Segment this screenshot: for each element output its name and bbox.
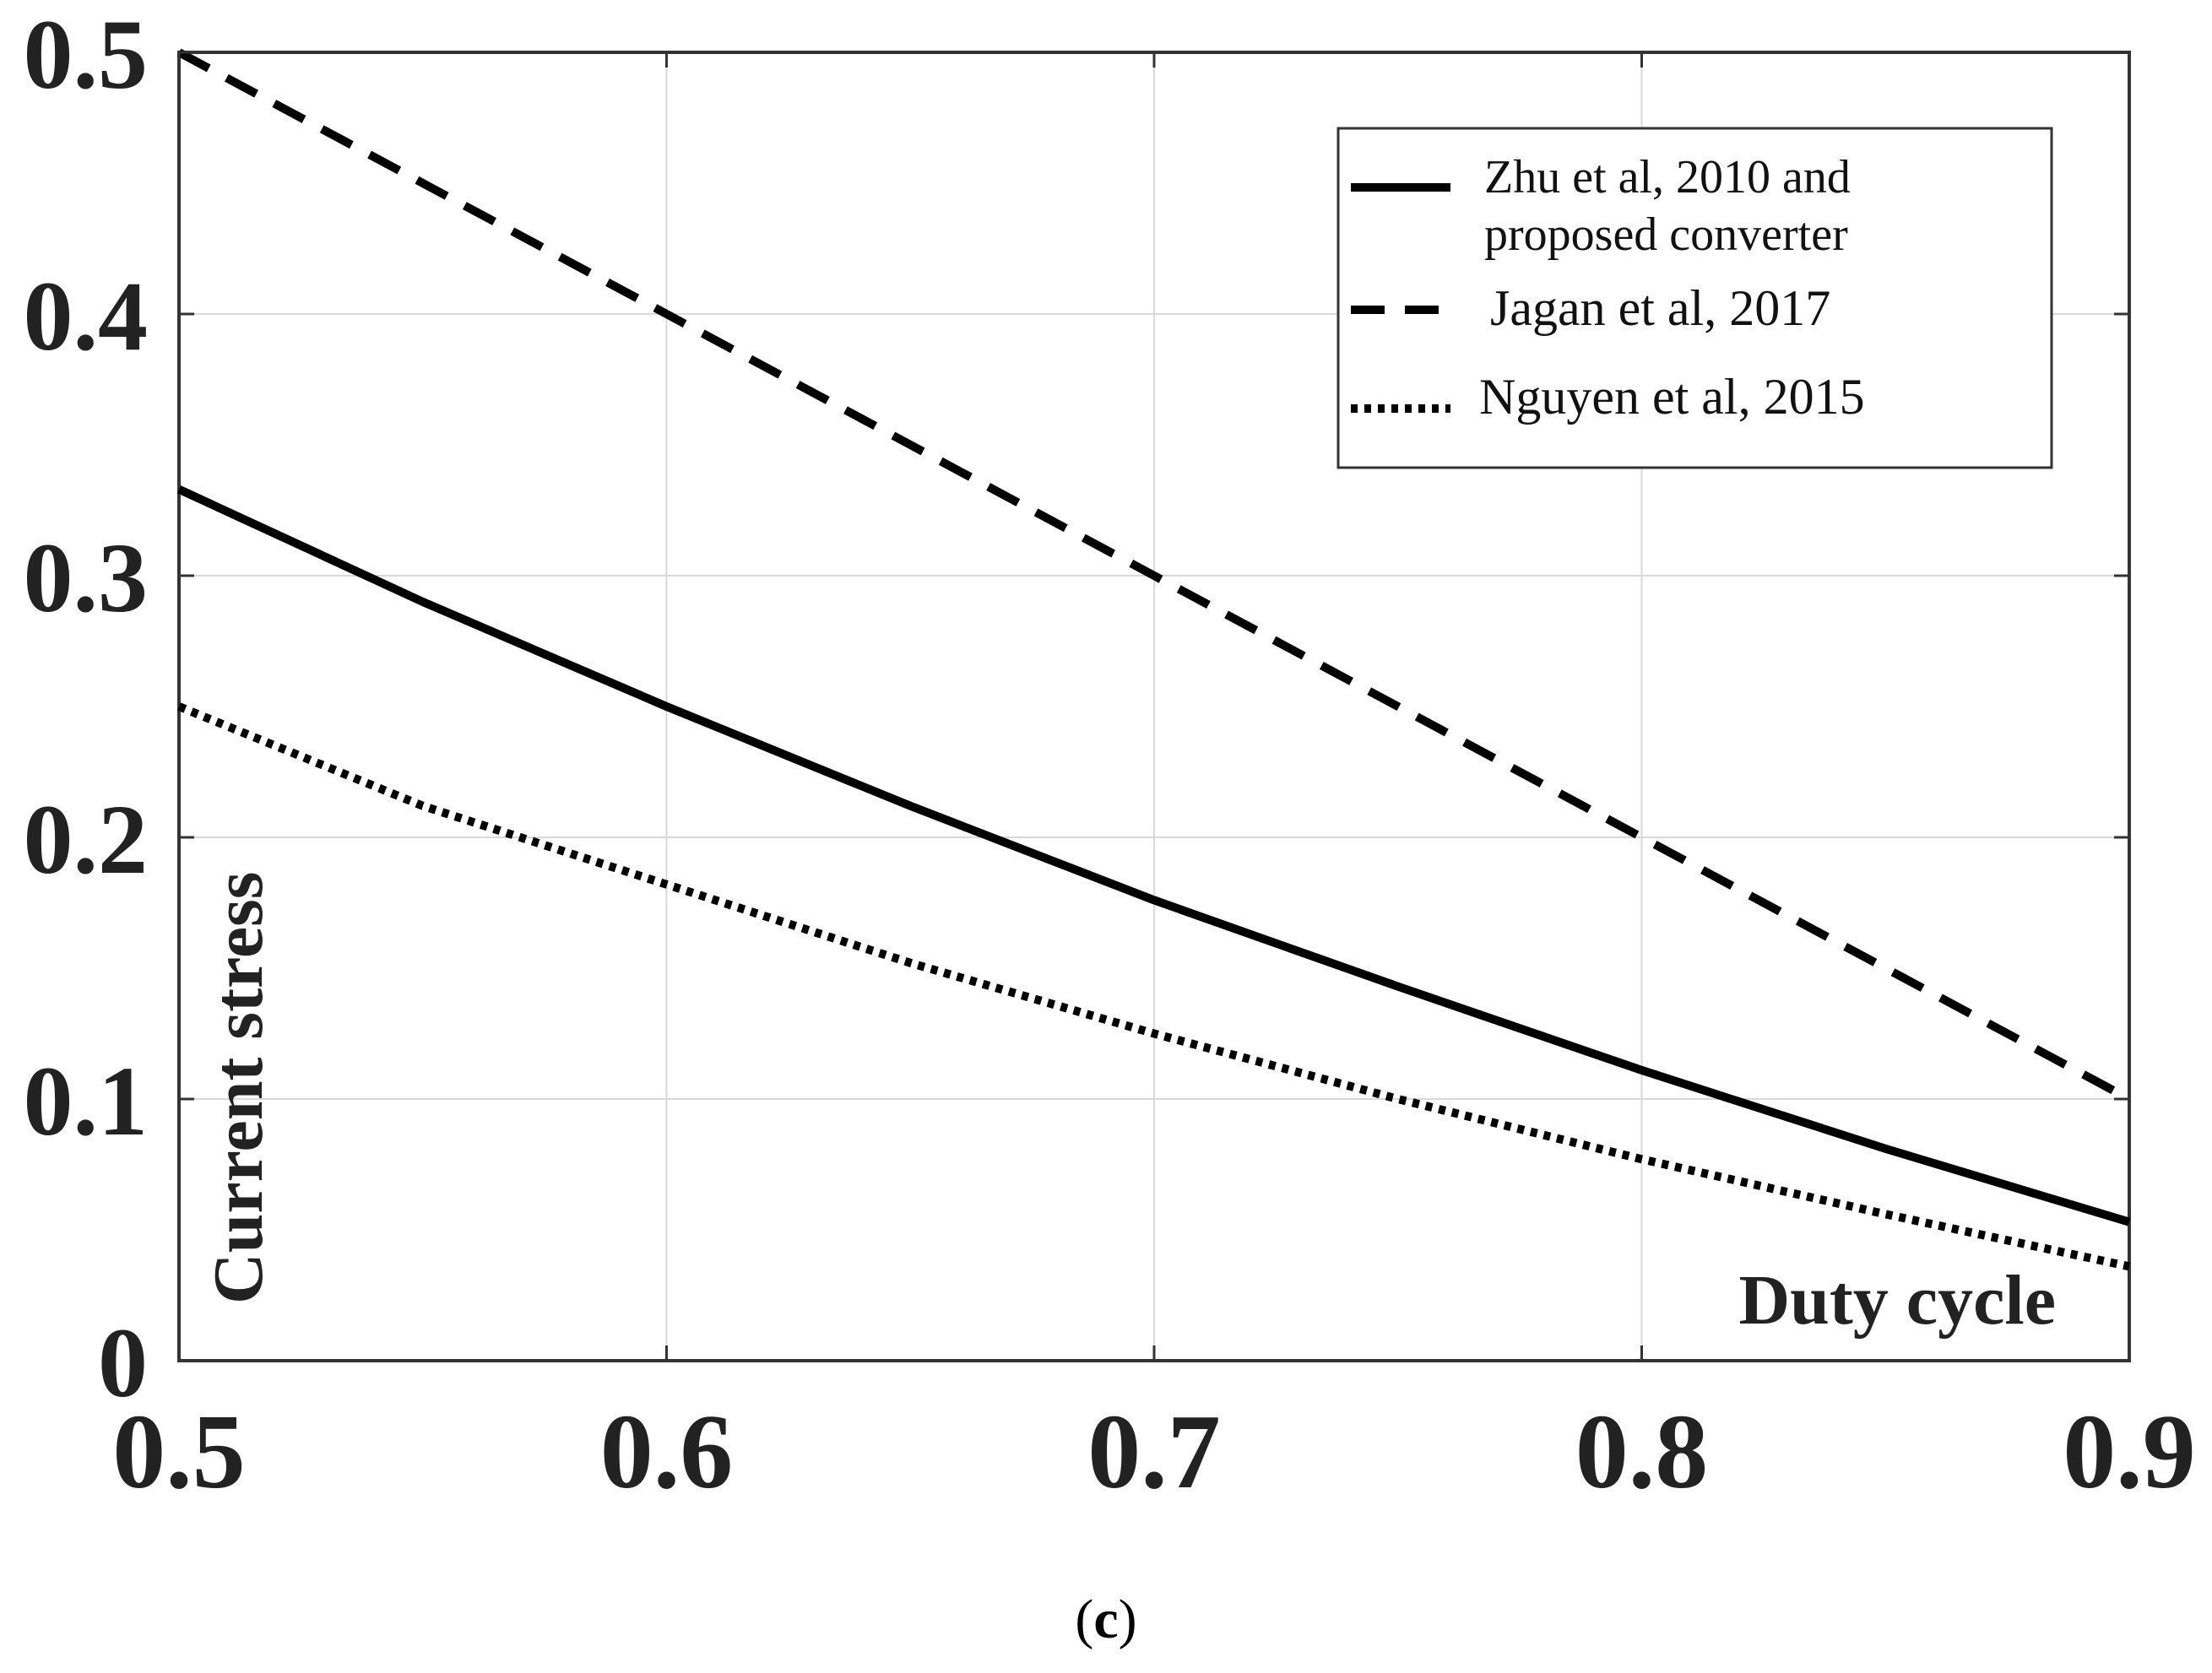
data-point-dotted [1885,1214,1886,1215]
data-point-dotted [1397,1099,1398,1100]
figure-caption: (c) [1075,1589,1136,1650]
y-tick-label: 0.5 [24,0,149,110]
data-point-solid [179,489,180,490]
data-point-dashed [666,314,667,315]
y-tick-label: 0.2 [24,784,149,895]
x-tick-label: 0.7 [1087,1394,1221,1511]
y-tick-label: 0.1 [24,1046,149,1156]
data-point-dashed [1154,576,1155,577]
data-point-dotted [2129,1266,2130,1267]
data-point-dashed [1641,837,1642,838]
legend-label-zhu-line1: Zhu et al, 2010 and [1484,151,1851,203]
y-axis-title: Current stress [199,872,278,1305]
data-point-dashed [422,183,423,184]
caption-letter: c [1093,1589,1118,1650]
data-point-solid [1397,986,1398,987]
data-point-dotted [666,884,667,885]
series-line-dotted [177,702,2131,1271]
series-line-dashed [176,48,2132,1103]
data-point-solid [1641,1069,1642,1070]
legend-label-jagan: Jagan et al, 2017 [1490,280,1830,336]
y-tick-label: 0.3 [24,522,149,633]
series-group [176,48,2132,1271]
x-tick-label: 0.5 [112,1394,246,1511]
data-point-dotted [910,962,911,963]
caption-open: ( [1075,1589,1093,1650]
x-tick-label: 0.9 [2063,1394,2196,1511]
legend-label-nguyen: Nguyen et al, 2015 [1479,369,1865,425]
y-tick-label: 0 [98,1308,148,1418]
data-point-dashed [910,445,911,446]
data-point-solid [910,805,911,806]
x-tick-label: 0.8 [1575,1394,1709,1511]
data-point-dashed [1885,968,1886,969]
legend-label-zhu-line2: proposed converter [1484,208,1848,261]
ticks-group: 0.5 0.6 0.7 0.8 0.9 0 0.1 0.2 0.3 0.4 0.5 [24,0,2196,1511]
data-point-solid [1154,900,1155,901]
series-line-solid [176,485,2131,1226]
x-axis-title: Duty cycle [1738,1261,2056,1340]
data-point-solid [2129,1221,2130,1222]
caption-close: ) [1119,1589,1137,1650]
data-point-solid [422,602,423,603]
data-point-solid [1885,1148,1886,1149]
legend: Zhu et al, 2010 and proposed converter J… [1336,127,2053,469]
y-tick-label: 0.4 [24,261,149,371]
data-point-dotted [1154,1033,1155,1034]
legend-box [1336,127,2053,469]
data-point-dotted [422,805,423,806]
x-tick-label: 0.6 [600,1394,734,1511]
data-point-dotted [1641,1159,1642,1160]
